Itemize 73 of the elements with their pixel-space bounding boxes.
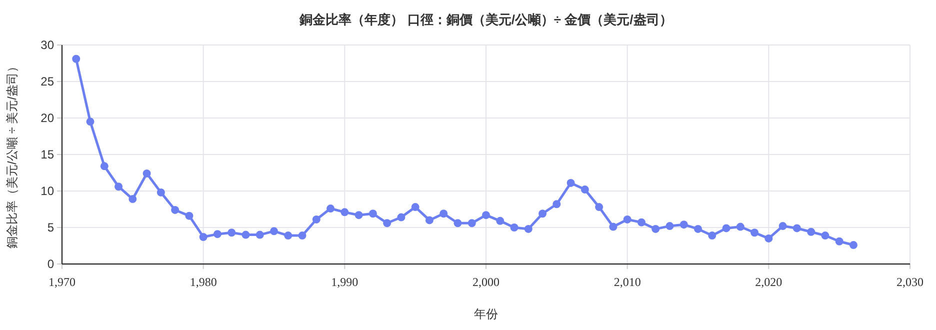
point	[171, 206, 180, 214]
point	[623, 215, 632, 224]
point	[566, 178, 575, 187]
y-tick-label: 25	[40, 74, 54, 88]
point	[736, 222, 744, 231]
y-tick-label: 30	[40, 38, 54, 52]
point	[764, 234, 773, 242]
point	[298, 232, 306, 240]
point	[86, 118, 94, 126]
point	[835, 237, 844, 246]
point	[637, 218, 646, 226]
point	[468, 219, 476, 228]
point	[510, 224, 518, 232]
point	[185, 212, 194, 220]
point	[750, 228, 759, 237]
point	[538, 210, 547, 218]
point	[440, 210, 448, 218]
point	[694, 224, 702, 233]
point	[609, 222, 618, 231]
point	[849, 241, 858, 250]
point	[454, 219, 462, 228]
x-tick-label: 1,980	[190, 275, 217, 289]
y-tick-label: 10	[40, 184, 54, 198]
y-tick-label: 15	[40, 148, 54, 162]
chart-title: 銅金比率（年度） 口徑：銅價（美元/公噸）÷ 金價（美元/盎司）	[298, 12, 672, 27]
x-tick-label: 2,000	[472, 275, 500, 289]
point	[142, 169, 151, 178]
point	[100, 162, 108, 170]
point	[580, 186, 589, 194]
y-tick-label: 5	[47, 220, 54, 234]
point	[821, 232, 830, 240]
point	[524, 224, 532, 233]
point	[256, 230, 264, 239]
point	[552, 200, 561, 208]
x-tick-label: 2,030	[896, 275, 924, 289]
point	[652, 224, 660, 233]
point	[228, 228, 236, 237]
point	[242, 230, 250, 239]
point	[354, 211, 363, 220]
x-axis-title: 年份	[474, 307, 498, 321]
point	[792, 224, 801, 232]
y-tick-label: 0	[47, 257, 54, 271]
point	[72, 54, 80, 63]
x-tick-label: 2,010	[614, 275, 641, 289]
point	[312, 215, 320, 224]
point	[128, 195, 137, 204]
y-tick-label: 20	[40, 111, 54, 125]
point	[680, 220, 688, 229]
point	[708, 232, 716, 240]
point	[397, 213, 406, 222]
point	[213, 230, 222, 238]
point	[482, 211, 490, 220]
point	[340, 208, 349, 216]
point	[270, 227, 278, 236]
x-tick-label: 2,020	[755, 275, 782, 289]
point	[199, 232, 208, 241]
point	[425, 216, 434, 224]
point	[722, 224, 730, 232]
point	[595, 203, 604, 212]
point	[807, 228, 816, 236]
point	[368, 210, 377, 218]
point	[284, 232, 292, 240]
point	[496, 216, 504, 225]
x-tick-label: 1,990	[331, 275, 358, 289]
point	[666, 222, 674, 230]
point	[778, 222, 787, 230]
point	[383, 219, 392, 228]
point	[114, 182, 123, 191]
y-axis-title: 銅金比率（美元/公噸 ÷ 美元/盎司）	[5, 60, 19, 248]
x-tick-label: 1,970	[48, 275, 76, 289]
point	[156, 188, 165, 196]
point	[411, 203, 420, 212]
point	[326, 204, 335, 213]
